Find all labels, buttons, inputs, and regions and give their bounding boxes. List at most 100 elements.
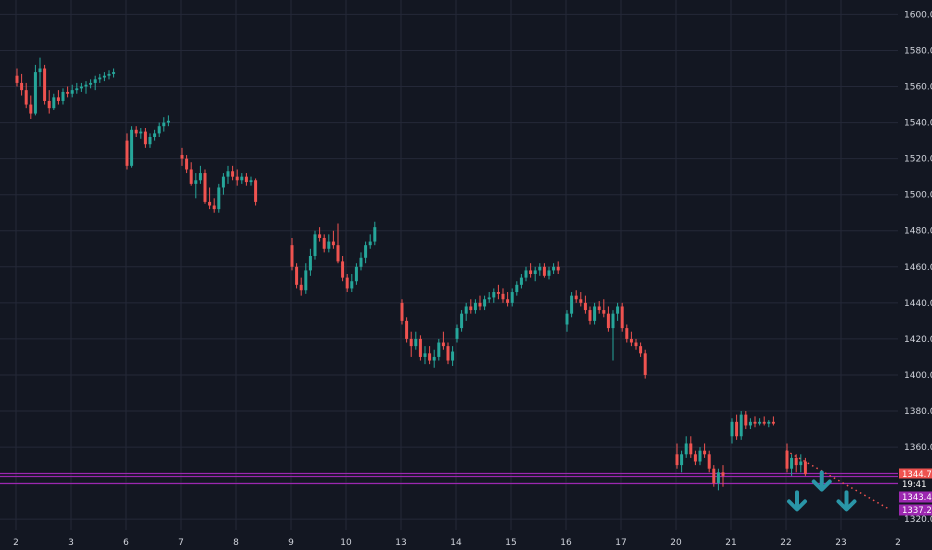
candle-body [409, 338, 413, 347]
candle-body [464, 306, 468, 314]
candle-body [52, 97, 56, 109]
candle-body [432, 356, 436, 361]
candle-body [639, 346, 643, 354]
candle-body [217, 187, 221, 210]
x-tick-label: 22 [780, 538, 791, 548]
candle-body [350, 281, 354, 289]
arrow-down-icon [811, 479, 832, 492]
x-tick-label: 17 [615, 538, 626, 548]
candle-body [43, 68, 47, 101]
candle-body [327, 241, 331, 249]
candle-body [70, 90, 74, 94]
candle-body [487, 297, 491, 300]
candle-body [405, 320, 409, 339]
candle-body [194, 180, 198, 184]
candle-body [799, 461, 803, 466]
grid-lines [0, 0, 898, 530]
candle-body [423, 353, 427, 357]
candle-body [478, 302, 482, 307]
candle-body [84, 84, 88, 87]
candle-body [519, 277, 523, 285]
candle-body [606, 313, 610, 329]
price-tag-bg [899, 468, 932, 480]
candle-body [735, 421, 739, 437]
candle-body [510, 292, 514, 303]
candle-body [680, 454, 684, 466]
candle-body [693, 454, 697, 462]
candle-body [460, 313, 464, 329]
y-tick-label: 1440.0 [904, 299, 932, 309]
arrow-down-icon [836, 499, 857, 512]
candle-body [602, 310, 606, 314]
candle-body [240, 176, 244, 181]
candle-body [331, 241, 335, 246]
candle-body [93, 79, 97, 83]
candle-body [533, 270, 537, 275]
candle-body [583, 302, 587, 311]
candle-body [418, 338, 422, 357]
candle-body [29, 104, 33, 114]
candle-body [354, 266, 358, 282]
candle-body [235, 176, 239, 181]
annotation-arrows [787, 470, 857, 512]
y-tick-label: 1320.0 [904, 515, 932, 525]
candle-body [451, 351, 455, 361]
x-tick-label: 15 [505, 538, 516, 548]
price-tag-bg [899, 504, 932, 516]
candle-body [790, 457, 794, 469]
candle-body [611, 313, 615, 329]
arrow-down-icon [787, 499, 807, 512]
candle-body [616, 306, 620, 314]
candle-body [739, 414, 743, 437]
candle-body [98, 77, 102, 80]
candle-body [767, 421, 771, 424]
candle-body [588, 310, 592, 321]
candle-body [295, 266, 299, 285]
price-tag-bg [899, 491, 932, 503]
candle-body [492, 292, 496, 298]
candle-body [437, 342, 441, 357]
candle-body [341, 261, 345, 278]
candle-body [79, 86, 83, 89]
candle-body [556, 266, 560, 271]
candle-body [359, 257, 363, 267]
candle-body [538, 266, 542, 271]
candle-body [89, 82, 93, 85]
price-axis: 1320.01340.01360.01380.01400.01420.01440… [904, 10, 932, 525]
candle-body [47, 100, 51, 109]
candle-body [744, 414, 748, 426]
y-tick-label: 1560.0 [904, 83, 932, 93]
candle-body [716, 472, 720, 484]
candle-body [166, 120, 170, 123]
time-axis: 2 3 6 7 8 9 10 13 14 15 16 17 20 21 22 23 2 [13, 538, 901, 548]
candle-body [524, 270, 528, 278]
candle-body [643, 353, 647, 375]
candle-body [565, 313, 569, 325]
candle-body [203, 173, 207, 202]
candle-body [542, 266, 546, 276]
candle-body [56, 97, 60, 101]
x-tick-label: 7 [178, 538, 184, 548]
candle-body [198, 173, 202, 181]
candle-body [689, 443, 693, 455]
candle-body [547, 270, 551, 276]
candle-body [162, 122, 166, 127]
candle-body [446, 346, 450, 361]
y-tick-label: 1480.0 [904, 227, 932, 237]
candle-body [75, 88, 79, 91]
candle-body [290, 245, 294, 267]
candle-body [318, 234, 322, 238]
candle-body [33, 72, 37, 114]
candle-body [143, 131, 147, 145]
candle-body [414, 338, 418, 347]
candle-body [61, 91, 65, 101]
price-tag-label: 1337.2 [902, 506, 932, 516]
x-tick-label: 3 [68, 538, 74, 548]
candle-body [189, 169, 193, 184]
y-tick-label: 1600.0 [904, 10, 932, 20]
candle-body [185, 158, 189, 170]
candle-body [529, 270, 533, 275]
candle-body [313, 234, 317, 256]
horizontal-levels [0, 472, 898, 485]
